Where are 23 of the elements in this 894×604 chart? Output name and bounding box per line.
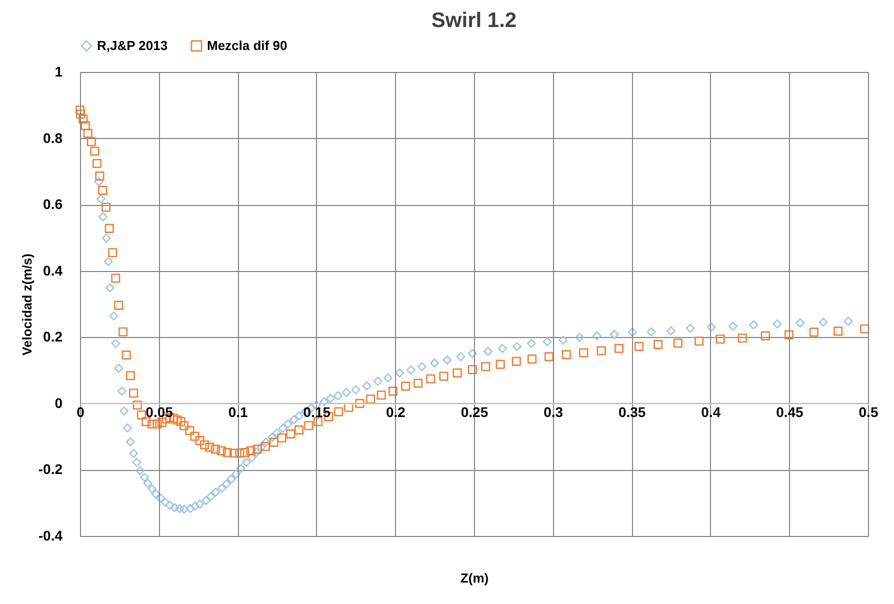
y-tick-label: 0.6 — [43, 196, 63, 212]
y-axis-title: Velocidad z(m/s) — [19, 254, 34, 356]
x-tick-label: 0.35 — [618, 404, 646, 420]
y-tick-label: 0.2 — [43, 328, 63, 345]
x-tick-label: 0.4 — [701, 404, 721, 420]
x-tick-label: 0.15 — [303, 404, 331, 420]
x-tick-label: 0.25 — [460, 404, 488, 420]
y-tick-label: -0.4 — [38, 528, 63, 544]
x-tick-label: 0.05 — [146, 404, 174, 420]
x-tick-label: 0.2 — [386, 404, 406, 420]
x-tick-label: 0.3 — [544, 404, 564, 420]
y-tick-label: -0.2 — [38, 461, 63, 478]
y-tick-label: 0.4 — [43, 262, 63, 278]
x-tick-label: 0.5 — [858, 404, 878, 420]
y-tick-label: 0.8 — [43, 130, 63, 146]
x-axis-title: Z(m) — [460, 570, 489, 586]
x-tick-label: 0.1 — [228, 404, 248, 420]
y-tick-label: 1 — [54, 64, 63, 80]
legend-label: Mezcla dif 90 — [207, 38, 288, 53]
chart-title: Swirl 1.2 — [431, 9, 517, 32]
x-tick-label: 0.45 — [776, 404, 804, 420]
legend-label: R,J&P 2013 — [97, 38, 168, 53]
x-tick-label: 0 — [76, 404, 85, 420]
